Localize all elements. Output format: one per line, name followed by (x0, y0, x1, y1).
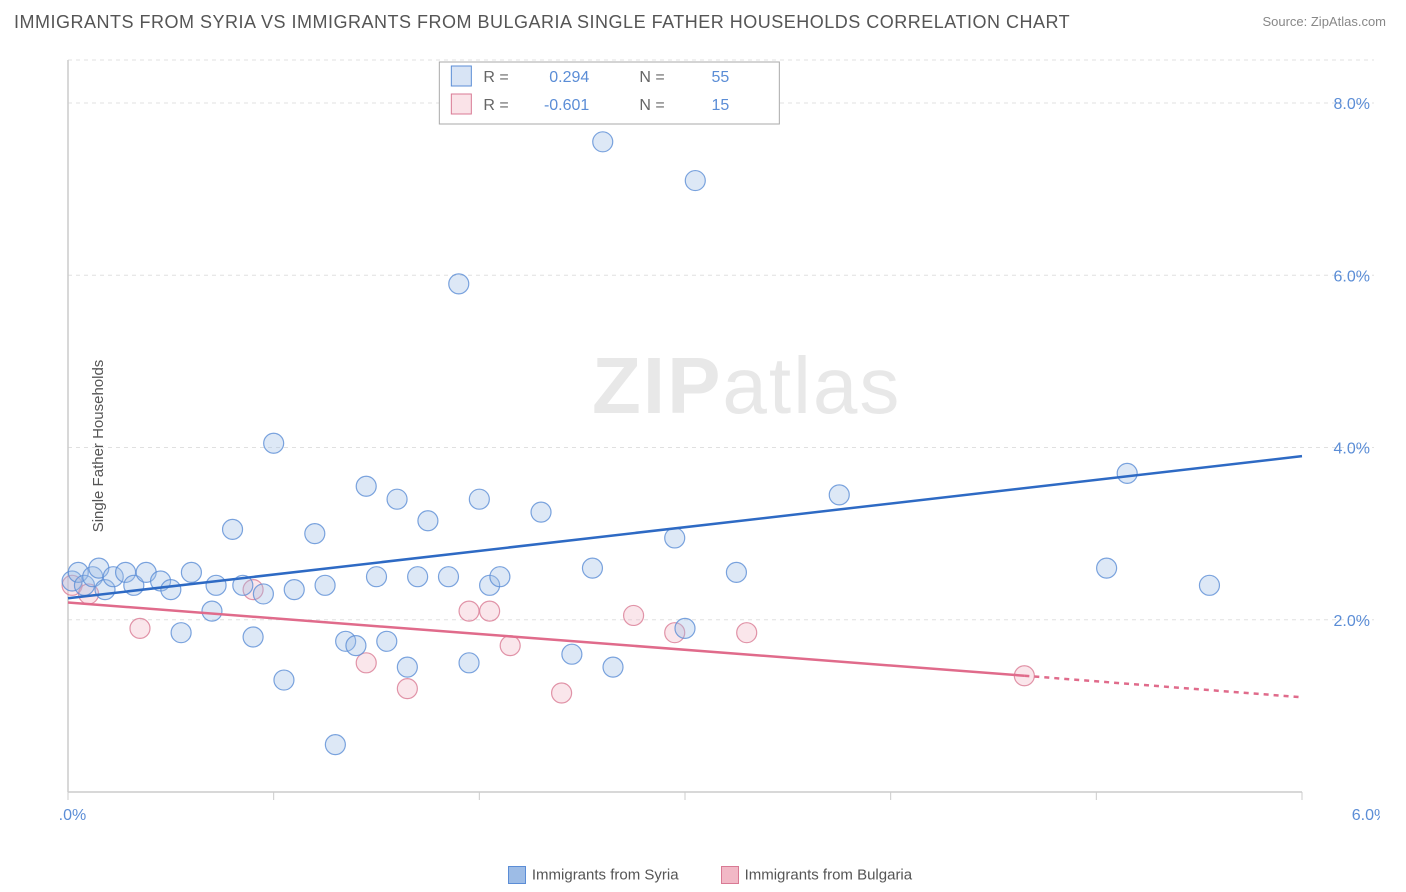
x-tick-label: 0.0% (60, 807, 86, 824)
legend-swatch (451, 94, 471, 114)
legend-item: Immigrants from Syria (494, 866, 679, 883)
data-point (346, 636, 366, 656)
legend-r-value: 0.294 (549, 69, 589, 86)
trend-line (68, 603, 1024, 676)
data-point (264, 433, 284, 453)
data-point (829, 485, 849, 505)
bottom-legend: Immigrants from Syria Immigrants from Bul… (0, 866, 1406, 884)
data-point (397, 679, 417, 699)
data-point (726, 562, 746, 582)
data-point (325, 735, 345, 755)
data-point (665, 528, 685, 548)
data-point (624, 605, 644, 625)
data-point (459, 601, 479, 621)
data-point (284, 580, 304, 600)
data-point (480, 601, 500, 621)
chart-svg: 2.0% 4.0% 6.0% 8.0% ZIPatlas 0.0% 6.0% R = 0.294… (60, 50, 1380, 840)
data-point (367, 567, 387, 587)
data-point (500, 636, 520, 656)
trend-line (68, 456, 1302, 598)
data-point (418, 511, 438, 531)
data-point (408, 567, 428, 587)
data-point (171, 623, 191, 643)
y-tick-label: 4.0% (1334, 441, 1370, 458)
data-point (603, 657, 623, 677)
legend-n-value: 55 (712, 69, 730, 86)
chart-title: IMMIGRANTS FROM SYRIA VS IMMIGRANTS FROM… (14, 12, 1070, 33)
x-tick-label: 6.0% (1352, 807, 1380, 824)
data-point (685, 171, 705, 191)
data-point (531, 502, 551, 522)
data-point (1117, 463, 1137, 483)
data-point (243, 627, 263, 647)
legend-r-label: R = (483, 97, 508, 114)
data-point (459, 653, 479, 673)
data-point (469, 489, 489, 509)
legend-n-label: N = (639, 69, 664, 86)
data-point (582, 558, 602, 578)
data-point (274, 670, 294, 690)
data-point (552, 683, 572, 703)
legend-r-label: R = (483, 69, 508, 86)
data-point (315, 575, 335, 595)
data-point (397, 657, 417, 677)
trend-line-extrapolated (1024, 676, 1302, 698)
data-point (675, 618, 695, 638)
legend-swatch (508, 866, 526, 884)
data-point (206, 575, 226, 595)
watermark: ZIPatlas (592, 341, 901, 430)
data-point (562, 644, 582, 664)
data-point (377, 631, 397, 651)
legend-n-value: 15 (712, 97, 730, 114)
data-point (1199, 575, 1219, 595)
y-tick-label: 2.0% (1334, 613, 1370, 630)
data-point (181, 562, 201, 582)
y-tick-label: 8.0% (1334, 96, 1370, 113)
data-point (593, 132, 613, 152)
data-point (438, 567, 458, 587)
data-point (130, 618, 150, 638)
data-point (737, 623, 757, 643)
legend-swatch (451, 66, 471, 86)
legend-n-label: N = (639, 97, 664, 114)
data-point (490, 567, 510, 587)
data-point (305, 524, 325, 544)
legend-label: Immigrants from Syria (532, 867, 679, 884)
data-point (161, 580, 181, 600)
data-point (1097, 558, 1117, 578)
data-point (202, 601, 222, 621)
data-point (356, 653, 376, 673)
plot-area: 2.0% 4.0% 6.0% 8.0% ZIPatlas 0.0% 6.0% R = 0.294… (60, 50, 1380, 840)
data-point (356, 476, 376, 496)
source-credit: Source: ZipAtlas.com (1262, 14, 1386, 29)
data-point (253, 584, 273, 604)
data-point (449, 274, 469, 294)
legend-r-value: -0.601 (544, 97, 589, 114)
data-point (387, 489, 407, 509)
legend-item: Immigrants from Bulgaria (707, 866, 913, 883)
legend-label: Immigrants from Bulgaria (745, 867, 913, 884)
data-point (223, 519, 243, 539)
y-tick-label: 6.0% (1334, 268, 1370, 285)
legend-swatch (721, 866, 739, 884)
